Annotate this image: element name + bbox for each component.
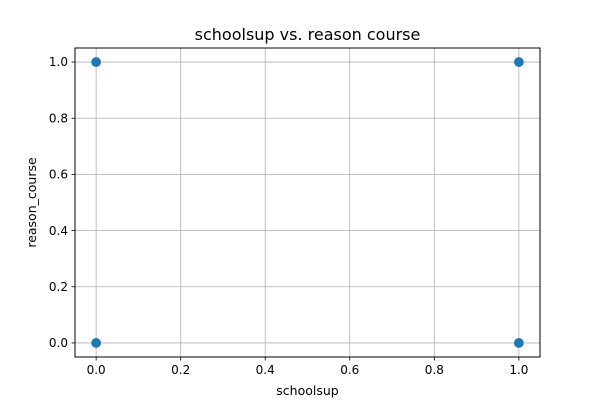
axis-ticks: 0.0 0.2 0.4 0.6 0.8 1.0 0.0 0.2 0.4 0.6 0.8 1.0 [49,55,529,377]
y-tick-label: 0.6 [49,168,68,182]
x-axis-label: schoolsup [276,383,339,398]
data-point [91,338,102,348]
x-tick-label: 0.6 [340,363,359,377]
y-tick-label: 0.8 [49,111,68,125]
y-tick-label: 0.2 [49,280,68,294]
data-point [91,57,102,67]
y-tick-label: 1.0 [49,55,68,69]
y-axis-label: reason_course [24,157,39,248]
chart-title: schoolsup vs. reason course [195,25,421,44]
plot-area-frame [74,47,541,358]
grid-lines [75,48,540,357]
x-tick-label: 1.0 [509,363,528,377]
data-point [513,57,524,67]
x-tick-label: 0.0 [87,363,106,377]
x-tick-label: 0.2 [171,363,190,377]
data-point [513,338,524,348]
x-tick-label: 0.4 [256,363,275,377]
y-tick-label: 0.4 [49,224,68,238]
y-tick-label: 0.0 [49,336,68,350]
data-points [91,57,524,348]
x-tick-label: 0.8 [425,363,444,377]
